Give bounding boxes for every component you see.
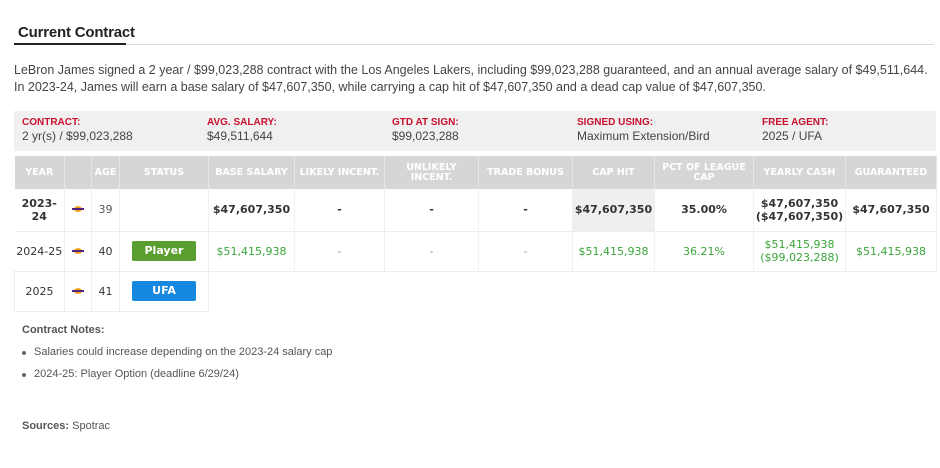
- cell-trade-bonus: -: [478, 231, 573, 272]
- header-yearly-cash[interactable]: YEARLY CASH: [753, 156, 846, 189]
- info-label: SIGNED USING:: [577, 117, 654, 128]
- header-age[interactable]: AGE: [91, 156, 120, 189]
- header-trade-bonus[interactable]: TRADE BONUS: [478, 156, 573, 189]
- note-item: Salaries could increase depending on the…: [22, 346, 332, 358]
- note-item: 2024-25: Player Option (deadline 6/29/24…: [22, 368, 332, 380]
- cell-yearly-cash: $47,607,350 ($47,607,350): [753, 189, 846, 232]
- info-value: Maximum Extension/Bird: [577, 129, 710, 143]
- header-status[interactable]: STATUS: [119, 156, 209, 189]
- table-row: 2024-25 40 Player $51,415,938 - - - $51,…: [14, 231, 937, 272]
- contract-info-box: CONTRACT: 2 yr(s) / $99,023,288 AVG. SAL…: [14, 111, 936, 151]
- cell-unlikely-incentives: -: [384, 231, 479, 272]
- info-gtd-at-sign: GTD AT SIGN: $99,023,288: [384, 111, 569, 151]
- header-pct-league-cap[interactable]: PCT OF LEAGUE CAP: [654, 156, 754, 189]
- cell-team: [64, 271, 92, 312]
- header-unlikely-incentives[interactable]: UNLIKELY INCENT.: [384, 156, 479, 189]
- header-cap-hit[interactable]: CAP HIT: [572, 156, 655, 189]
- cell-age: 39: [91, 189, 120, 232]
- title-underline: [14, 43, 126, 45]
- sources-label: Sources:: [22, 420, 70, 432]
- table-row: 2025 41 UFA: [14, 271, 937, 312]
- cell-age: 41: [91, 271, 120, 312]
- cell-likely-incentives: -: [294, 231, 385, 272]
- cell-cap-hit: $47,607,350: [572, 189, 655, 232]
- cell-likely-incentives: -: [294, 189, 385, 232]
- info-avg-salary: AVG. SALARY: $49,511,644: [199, 111, 384, 151]
- sources: Sources: Spotrac: [22, 420, 110, 432]
- cell-yearly-cash: $51,415,938 ($99,023,288): [753, 231, 846, 272]
- header-team: [64, 156, 92, 189]
- sources-value: Spotrac: [72, 420, 111, 432]
- info-value: $99,023,288: [392, 129, 459, 143]
- yearly-cash-cumulative: ($99,023,288): [760, 251, 839, 264]
- header-year[interactable]: YEAR: [14, 156, 65, 189]
- cell-status: UFA: [119, 271, 209, 312]
- cell-team: [64, 231, 92, 272]
- header-base-salary[interactable]: BASE SALARY: [208, 156, 295, 189]
- contract-summary: LeBron James signed a 2 year / $99,023,2…: [14, 63, 928, 94]
- cell-unlikely-incentives: -: [384, 189, 479, 232]
- info-contract: CONTRACT: 2 yr(s) / $99,023,288: [14, 111, 199, 151]
- header-guaranteed[interactable]: GUARANTEED: [845, 156, 937, 189]
- contract-table: YEAR AGE STATUS BASE SALARY LIKELY INCEN…: [14, 156, 937, 312]
- lakers-logo-icon: [72, 287, 84, 295]
- cell-pct-league-cap: 35.00%: [654, 189, 754, 232]
- cell-year: 2023-24: [14, 189, 65, 232]
- empty-cell: [209, 271, 937, 311]
- yearly-cash-value: $47,607,350: [760, 196, 839, 210]
- table-header-row: YEAR AGE STATUS BASE SALARY LIKELY INCEN…: [14, 156, 937, 189]
- ufa-badge[interactable]: UFA: [132, 281, 196, 301]
- info-signed-using: SIGNED USING: Maximum Extension/Bird: [569, 111, 754, 151]
- cell-team: [64, 189, 92, 232]
- info-value: $49,511,644: [207, 129, 273, 143]
- cell-base-salary: $47,607,350: [208, 189, 295, 232]
- lakers-logo-icon: [72, 205, 84, 213]
- info-label: AVG. SALARY:: [207, 117, 277, 128]
- player-option-badge[interactable]: Player: [132, 241, 196, 261]
- cell-cap-hit: $51,415,938: [572, 231, 655, 272]
- table-row: 2023-24 39 $47,607,350 - - - $47,607,350…: [14, 189, 937, 232]
- header-likely-incentives[interactable]: LIKELY INCENT.: [294, 156, 385, 189]
- cell-pct-league-cap: 36.21%: [654, 231, 754, 272]
- notes-title: Contract Notes:: [22, 324, 105, 336]
- info-label: CONTRACT:: [22, 117, 81, 128]
- info-value: 2025 / UFA: [762, 129, 823, 143]
- cell-trade-bonus: -: [478, 189, 573, 232]
- cell-year: 2025: [14, 271, 65, 312]
- info-label: FREE AGENT:: [762, 117, 829, 128]
- cell-guaranteed: $51,415,938: [845, 231, 937, 272]
- yearly-cash-cumulative: ($47,607,350): [755, 209, 844, 223]
- info-label: GTD AT SIGN:: [392, 117, 459, 128]
- cell-year: 2024-25: [14, 231, 65, 272]
- yearly-cash-value: $51,415,938: [764, 238, 835, 251]
- contract-notes: Contract Notes: Salaries could increase …: [22, 324, 332, 390]
- cell-status: [119, 189, 209, 232]
- info-free-agent: FREE AGENT: 2025 / UFA: [754, 111, 936, 151]
- cell-base-salary: $51,415,938: [208, 231, 295, 272]
- cell-guaranteed: $47,607,350: [845, 189, 937, 232]
- title-rule: [14, 44, 934, 45]
- info-value: 2 yr(s) / $99,023,288: [22, 129, 133, 143]
- cell-status: Player: [119, 231, 209, 272]
- notes-list: Salaries could increase depending on the…: [22, 346, 332, 380]
- cell-age: 40: [91, 231, 120, 272]
- lakers-logo-icon: [72, 247, 84, 255]
- section-title: Current Contract: [18, 24, 135, 41]
